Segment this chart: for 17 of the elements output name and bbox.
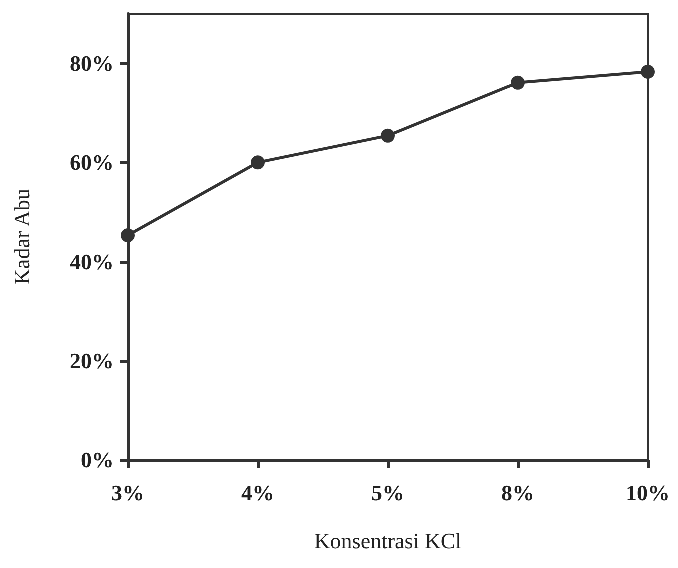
x-tick-label: 3%	[112, 480, 144, 506]
y-tick-label: 40%	[70, 249, 114, 274]
point	[121, 228, 135, 243]
y-axis-title: Kadar Abu	[10, 189, 34, 285]
y-tick-label: 20%	[70, 348, 114, 374]
y-tick-label: 0%	[81, 448, 114, 472]
y-tick-label: 80%	[70, 51, 114, 76]
point	[251, 156, 265, 170]
point	[381, 128, 395, 143]
x-tick-label: 10%	[626, 480, 670, 506]
x-tick-label: 5%	[372, 480, 404, 506]
point	[641, 64, 655, 79]
y-tick-label: 60%	[70, 150, 114, 176]
x-axis-title: Konsentrasi KCl	[314, 528, 462, 554]
point	[511, 76, 525, 90]
x-tick-label: 4%	[242, 480, 274, 506]
x-tick-label: 8%	[502, 480, 534, 506]
